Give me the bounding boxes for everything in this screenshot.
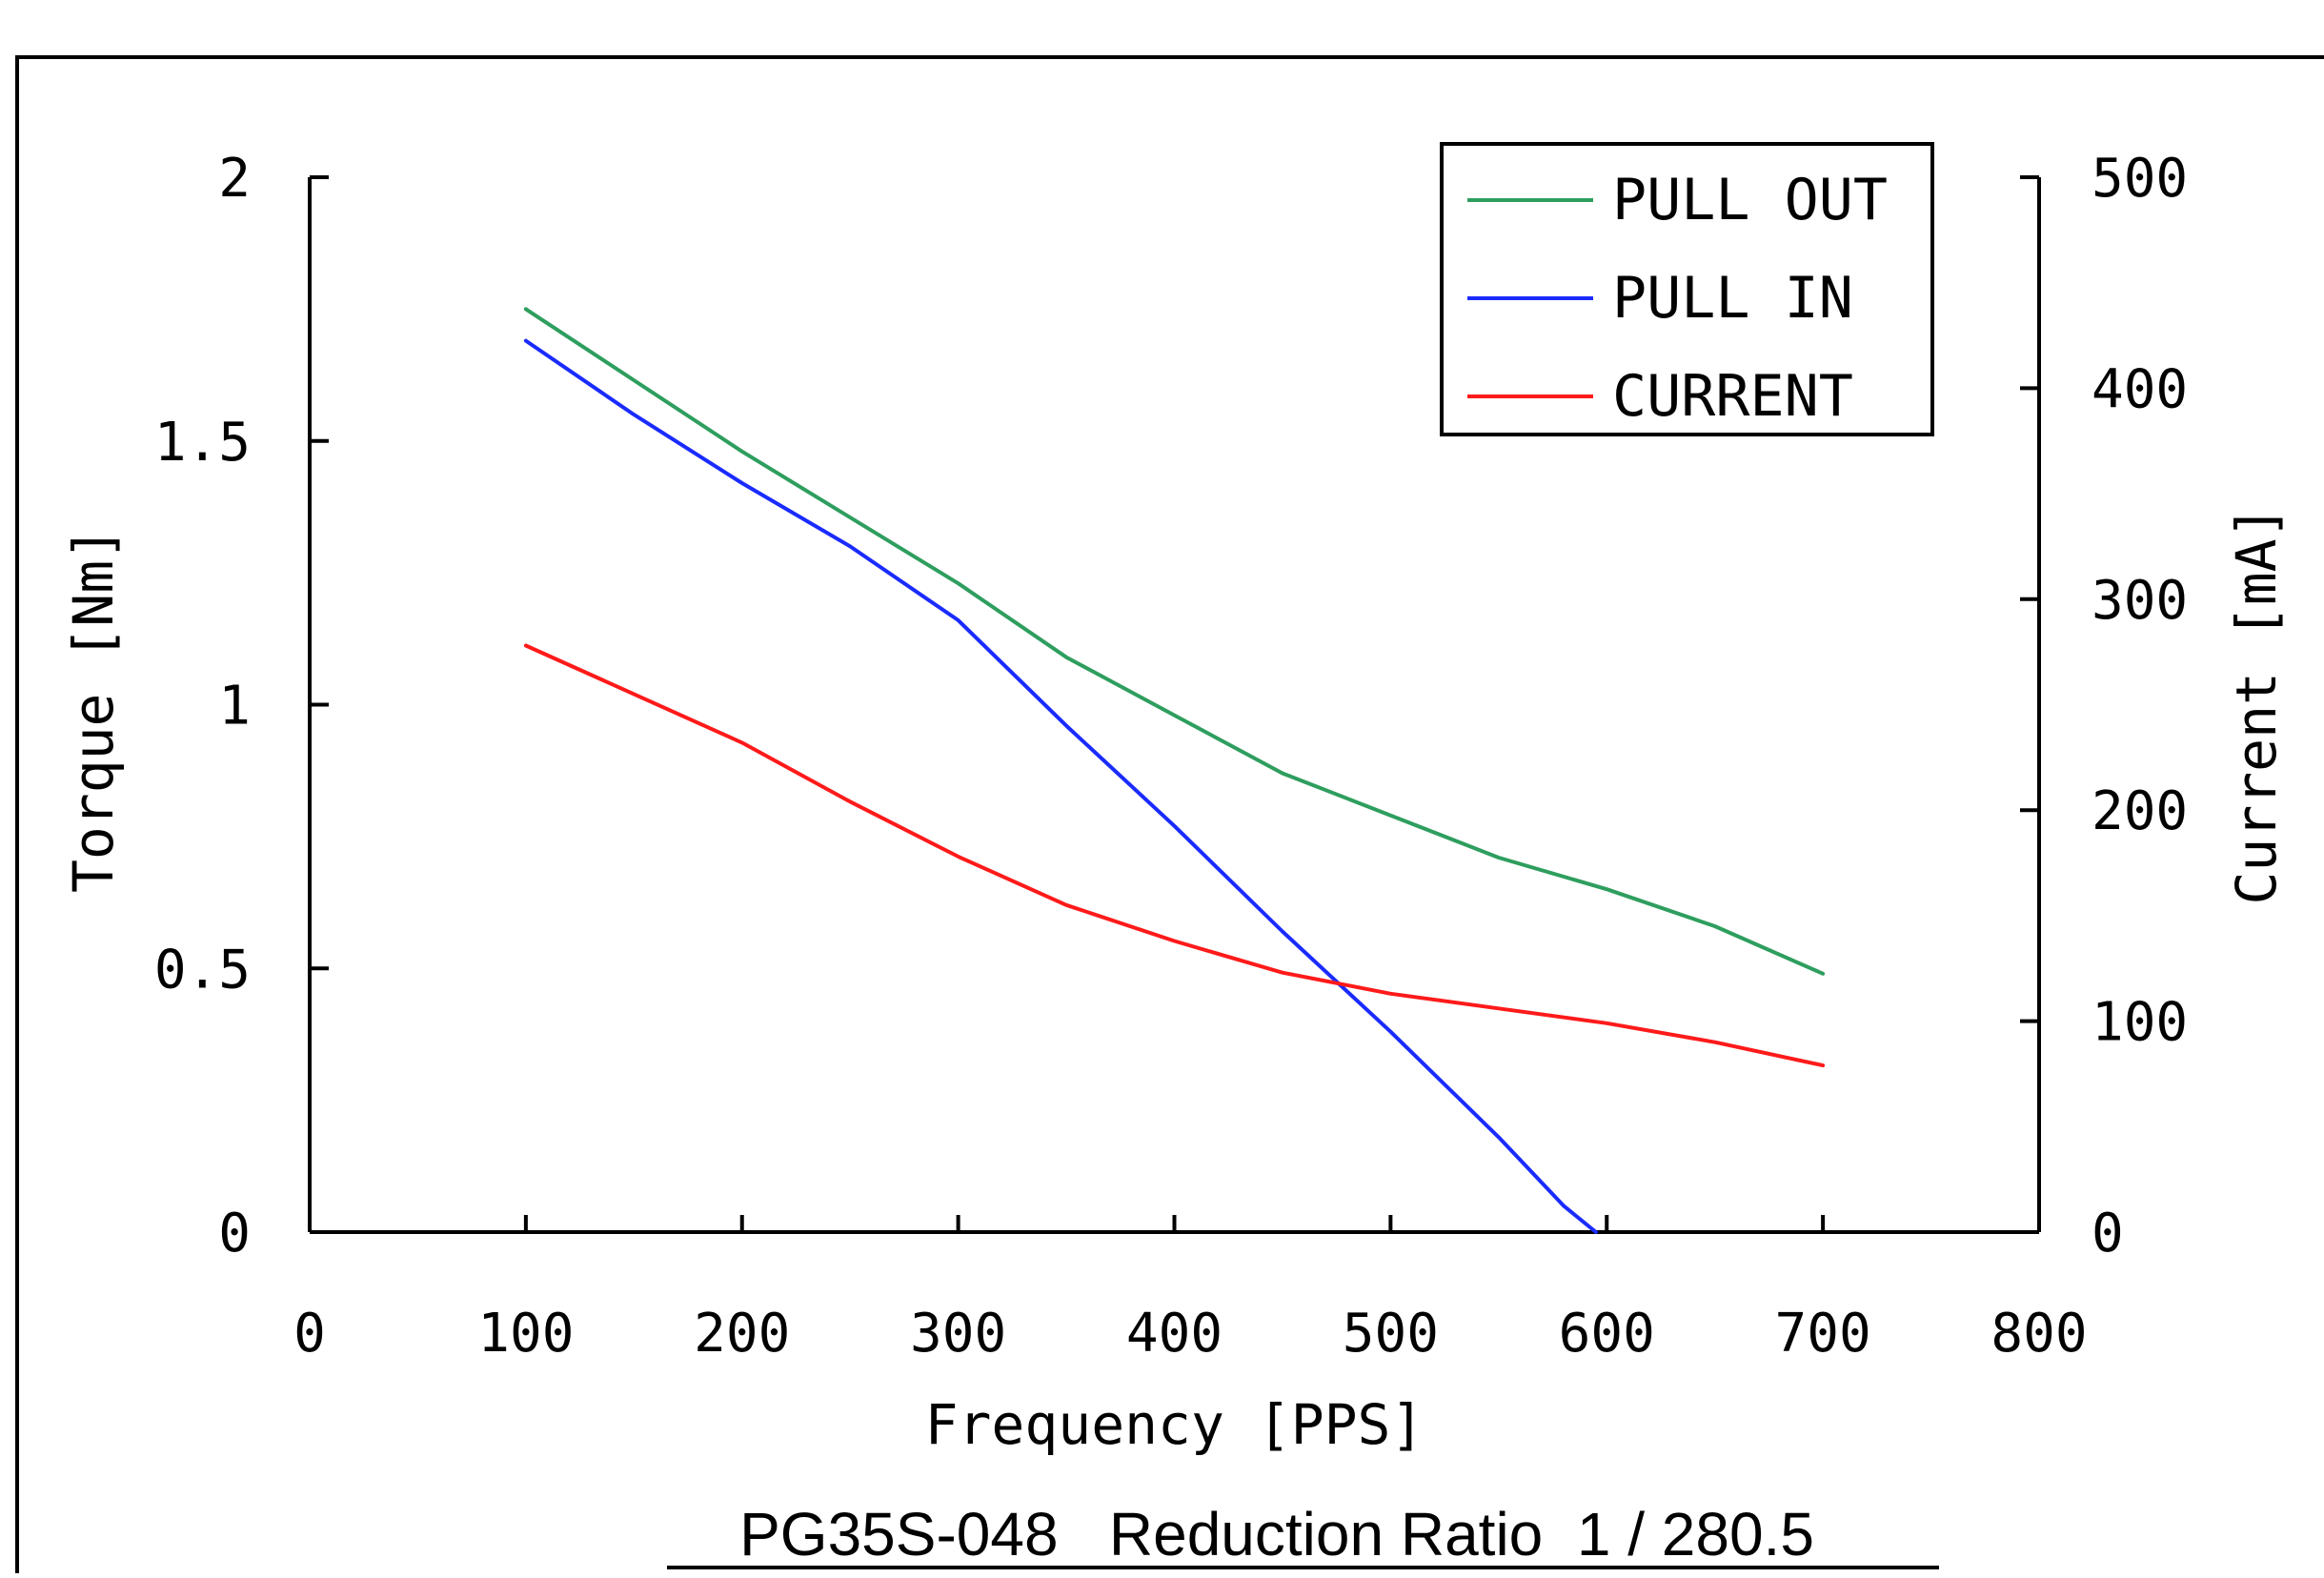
y2-tick-label: 200	[2092, 780, 2188, 842]
y2-tick-label: 0	[2092, 1203, 2124, 1264]
x-tick-label: 700	[1775, 1303, 1871, 1365]
legend: PULL OUT PULL IN CURRENT	[1442, 144, 1932, 435]
chart-caption: PG35S-048 Reduction Ratio 1 / 280.5	[739, 1500, 1814, 1568]
legend-label: PULL OUT	[1612, 167, 1888, 233]
x-tick-label: 100	[477, 1303, 574, 1365]
series-line-current	[526, 646, 1823, 1066]
y-tick-label: 2	[218, 148, 251, 210]
y-tick-label: 0.5	[154, 939, 251, 1001]
x-tick-label: 0	[293, 1303, 326, 1365]
legend-label: CURRENT	[1612, 363, 1853, 430]
legend-label: PULL IN	[1612, 265, 1853, 332]
x-tick-label: 800	[1991, 1303, 2087, 1365]
x-axis-title: Frequency [PPS]	[925, 1392, 1425, 1457]
y-tick-label: 1	[218, 676, 251, 738]
x-tick-label: 600	[1559, 1303, 1655, 1365]
y-axis-title: Torque [Nm]	[61, 527, 126, 893]
x-tick-label: 400	[1126, 1303, 1223, 1365]
y-tick-label: 0	[218, 1203, 251, 1264]
y2-tick-label: 100	[2092, 992, 2188, 1054]
y2-tick-label: 500	[2092, 148, 2188, 210]
y2-tick-label: 300	[2092, 570, 2188, 632]
y-tick-label: 1.5	[154, 412, 251, 474]
y2-axis-title: Current [mA]	[2224, 505, 2289, 904]
y2-tick-label: 400	[2092, 358, 2188, 420]
series-line-pull-in	[526, 341, 1596, 1232]
x-tick-label: 200	[694, 1303, 790, 1365]
x-tick-label: 300	[910, 1303, 1006, 1365]
x-tick-label: 500	[1343, 1303, 1439, 1365]
